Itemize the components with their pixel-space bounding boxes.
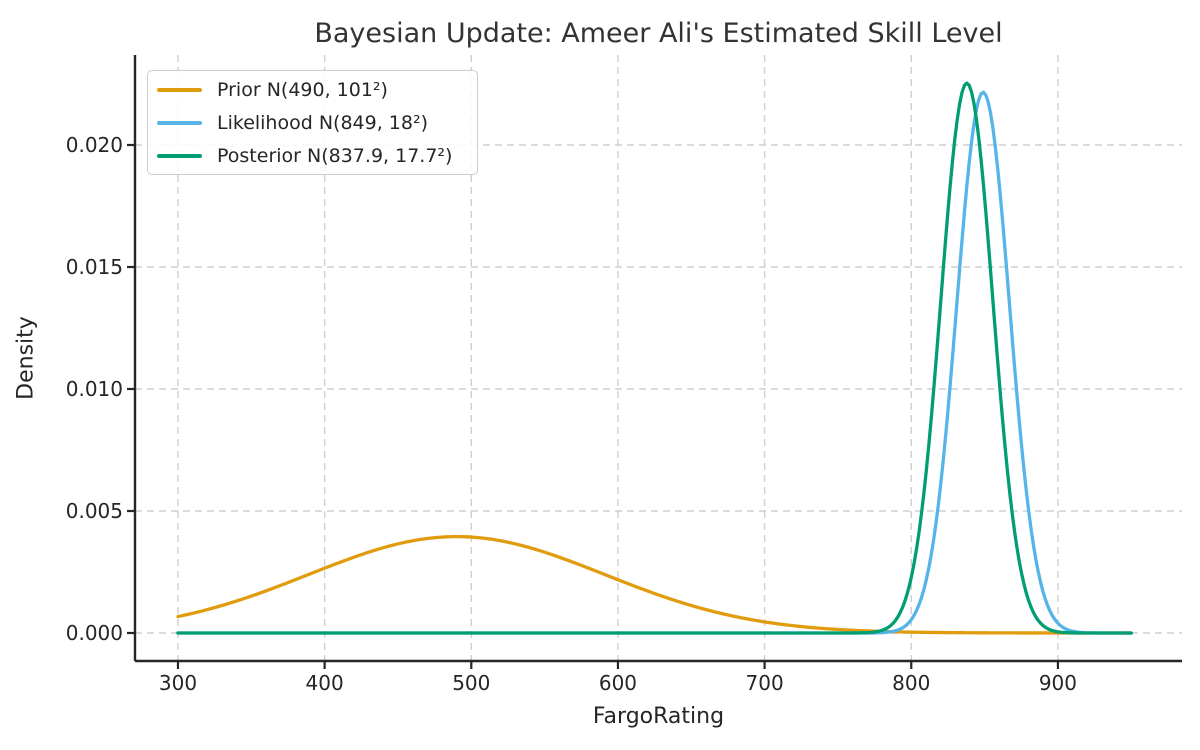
chart-title: Bayesian Update: Ameer Ali's Estimated S…: [314, 18, 1003, 49]
axis-spines: [133, 55, 1182, 663]
posterior-legend-label: Posterior N(837.9, 17.7²): [217, 144, 453, 167]
x-tick-label: 900: [1038, 671, 1078, 695]
x-axis-label: FargoRating: [592, 704, 725, 729]
legend-item-prior: Prior N(490, 101²): [148, 73, 477, 106]
x-tick-label: 700: [745, 671, 784, 695]
legend-item-likelihood: Likelihood N(849, 18²): [148, 106, 477, 139]
tick-marks: [127, 143, 1060, 669]
legend: Prior N(490, 101²) Likelihood N(849, 18²)…: [147, 70, 478, 175]
y-tick-label: 0.010: [65, 376, 123, 401]
x-tick-label: 500: [452, 671, 491, 695]
y-tick-label: 0.000: [65, 620, 123, 645]
posterior-curve: [176, 81, 1133, 635]
x-tick-label: 600: [598, 671, 638, 695]
likelihood-legend-label: Likelihood N(849, 18²): [217, 111, 429, 134]
posterior-legend-swatch: [157, 153, 202, 158]
x-tick-label: 300: [158, 671, 198, 695]
prior-legend-swatch: [157, 87, 202, 92]
legend-item-posterior: Posterior N(837.9, 17.7²): [148, 139, 477, 172]
x-tick-label: 800: [892, 671, 931, 695]
y-tick-label: 0.005: [65, 498, 123, 523]
curves: [176, 81, 1133, 635]
y-tick-label: 0.020: [65, 133, 123, 157]
x-tick-label: 400: [305, 671, 344, 695]
y-tick-label: 0.015: [65, 255, 123, 279]
likelihood-legend-swatch: [157, 120, 202, 125]
prior-curve: [176, 534, 1133, 635]
prior-legend-label: Prior N(490, 101²): [217, 78, 388, 101]
